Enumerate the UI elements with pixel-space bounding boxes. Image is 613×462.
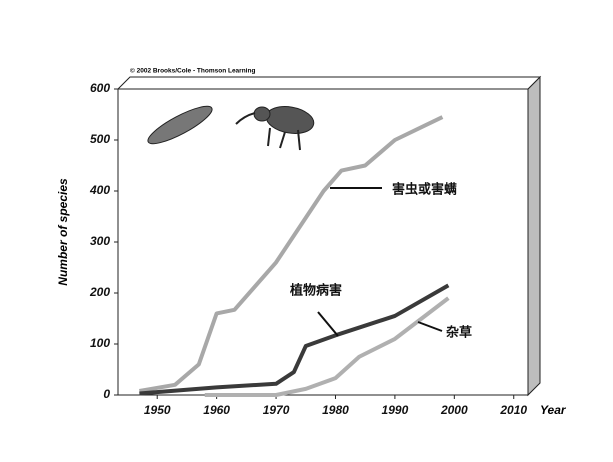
x-tick-label: 1990 [382, 403, 409, 417]
x-tick-label: 2000 [440, 403, 468, 417]
series-line [139, 115, 444, 393]
x-tick-label: 1980 [322, 403, 349, 417]
leader-line [317, 311, 339, 337]
series-label: 植物病害 [289, 282, 342, 297]
caterpillar-icon [147, 105, 213, 145]
series-line [139, 283, 450, 396]
x-tick-label: 1960 [203, 403, 230, 417]
y-axis-label: Number of species [56, 178, 70, 286]
weevil-icon [235, 106, 315, 151]
y-tick-label: 300 [90, 234, 110, 248]
series-label: 杂草 [446, 324, 472, 339]
leader-line [417, 321, 443, 332]
x-axis-label: Year [540, 403, 567, 417]
y-tick-label: 0 [103, 387, 110, 401]
series-label: 害虫或害螨 [392, 181, 457, 196]
y-tick-label: 100 [90, 336, 110, 350]
x-tick-label: 1970 [263, 403, 290, 417]
box-side [527, 75, 541, 397]
series-line [204, 296, 450, 397]
y-tick-label: 500 [90, 132, 110, 146]
plot-frame [117, 88, 529, 396]
y-tick-label: 200 [89, 285, 110, 299]
box-top [116, 76, 542, 90]
source: © 2002 Brooks/Cole - Thomson Learning [130, 67, 255, 75]
x-tick-label: 1950 [144, 403, 171, 417]
x-tick-label: 2010 [499, 403, 527, 417]
y-tick-label: 400 [89, 183, 110, 197]
y-tick-label: 600 [90, 81, 110, 95]
